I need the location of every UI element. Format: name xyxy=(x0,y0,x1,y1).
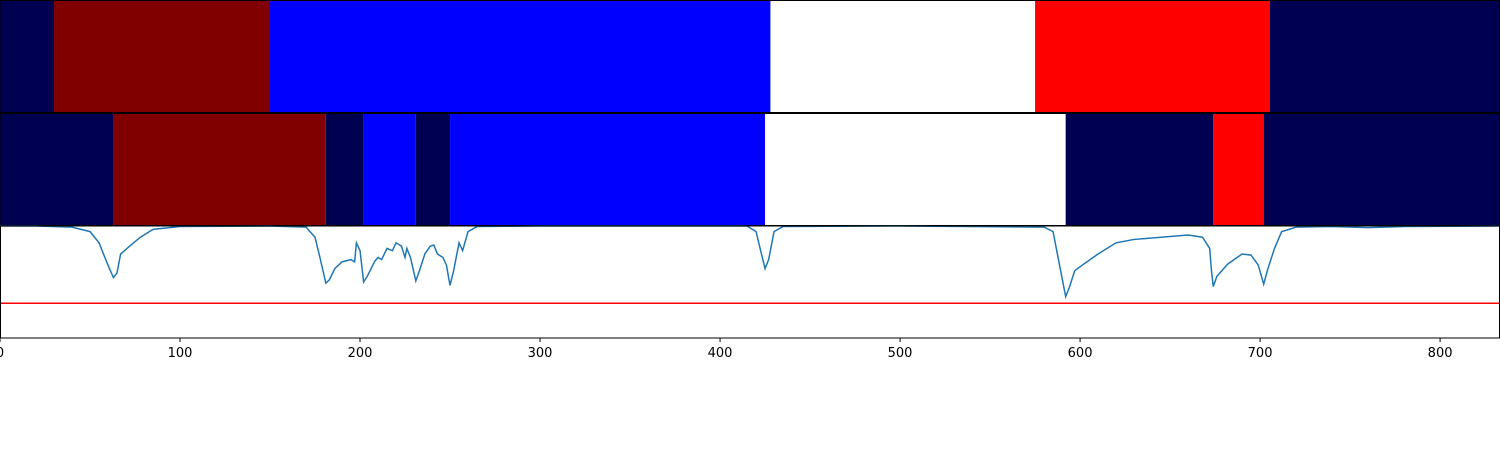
x-tick-label: 200 xyxy=(348,346,373,361)
x-tick-label: 100 xyxy=(168,346,193,361)
segment xyxy=(113,113,326,226)
segment xyxy=(270,0,771,113)
segment xyxy=(415,113,451,226)
x-tick-label: 800 xyxy=(1428,346,1453,361)
segment xyxy=(325,113,364,226)
x-tick-label: 300 xyxy=(528,346,553,361)
x-tick-label: 600 xyxy=(1068,346,1093,361)
x-tick-label: 700 xyxy=(1248,346,1273,361)
segment xyxy=(1269,0,1500,113)
segment xyxy=(770,0,1036,113)
segment xyxy=(1213,113,1264,226)
segment xyxy=(0,0,55,113)
x-tick-label: 400 xyxy=(708,346,733,361)
x-tick-label: 0 xyxy=(0,346,4,361)
segment xyxy=(1065,113,1214,226)
segment xyxy=(363,113,416,226)
segment xyxy=(0,113,114,226)
panel-frame xyxy=(0,225,1500,339)
data-line xyxy=(0,225,1500,300)
x-tick-label: 500 xyxy=(888,346,913,361)
segment xyxy=(1035,0,1270,113)
segment xyxy=(450,113,766,226)
segment xyxy=(54,0,271,113)
segment xyxy=(765,113,1066,226)
segment xyxy=(1263,113,1500,226)
